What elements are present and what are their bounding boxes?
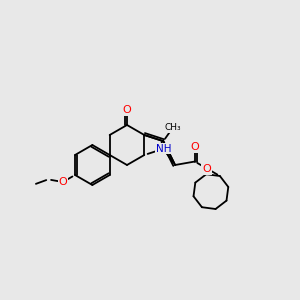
Text: NH: NH	[156, 144, 171, 154]
Text: O: O	[58, 177, 67, 187]
Text: O: O	[190, 142, 199, 152]
Text: CH₃: CH₃	[165, 123, 182, 132]
Text: O: O	[202, 164, 211, 173]
Text: O: O	[123, 105, 131, 115]
